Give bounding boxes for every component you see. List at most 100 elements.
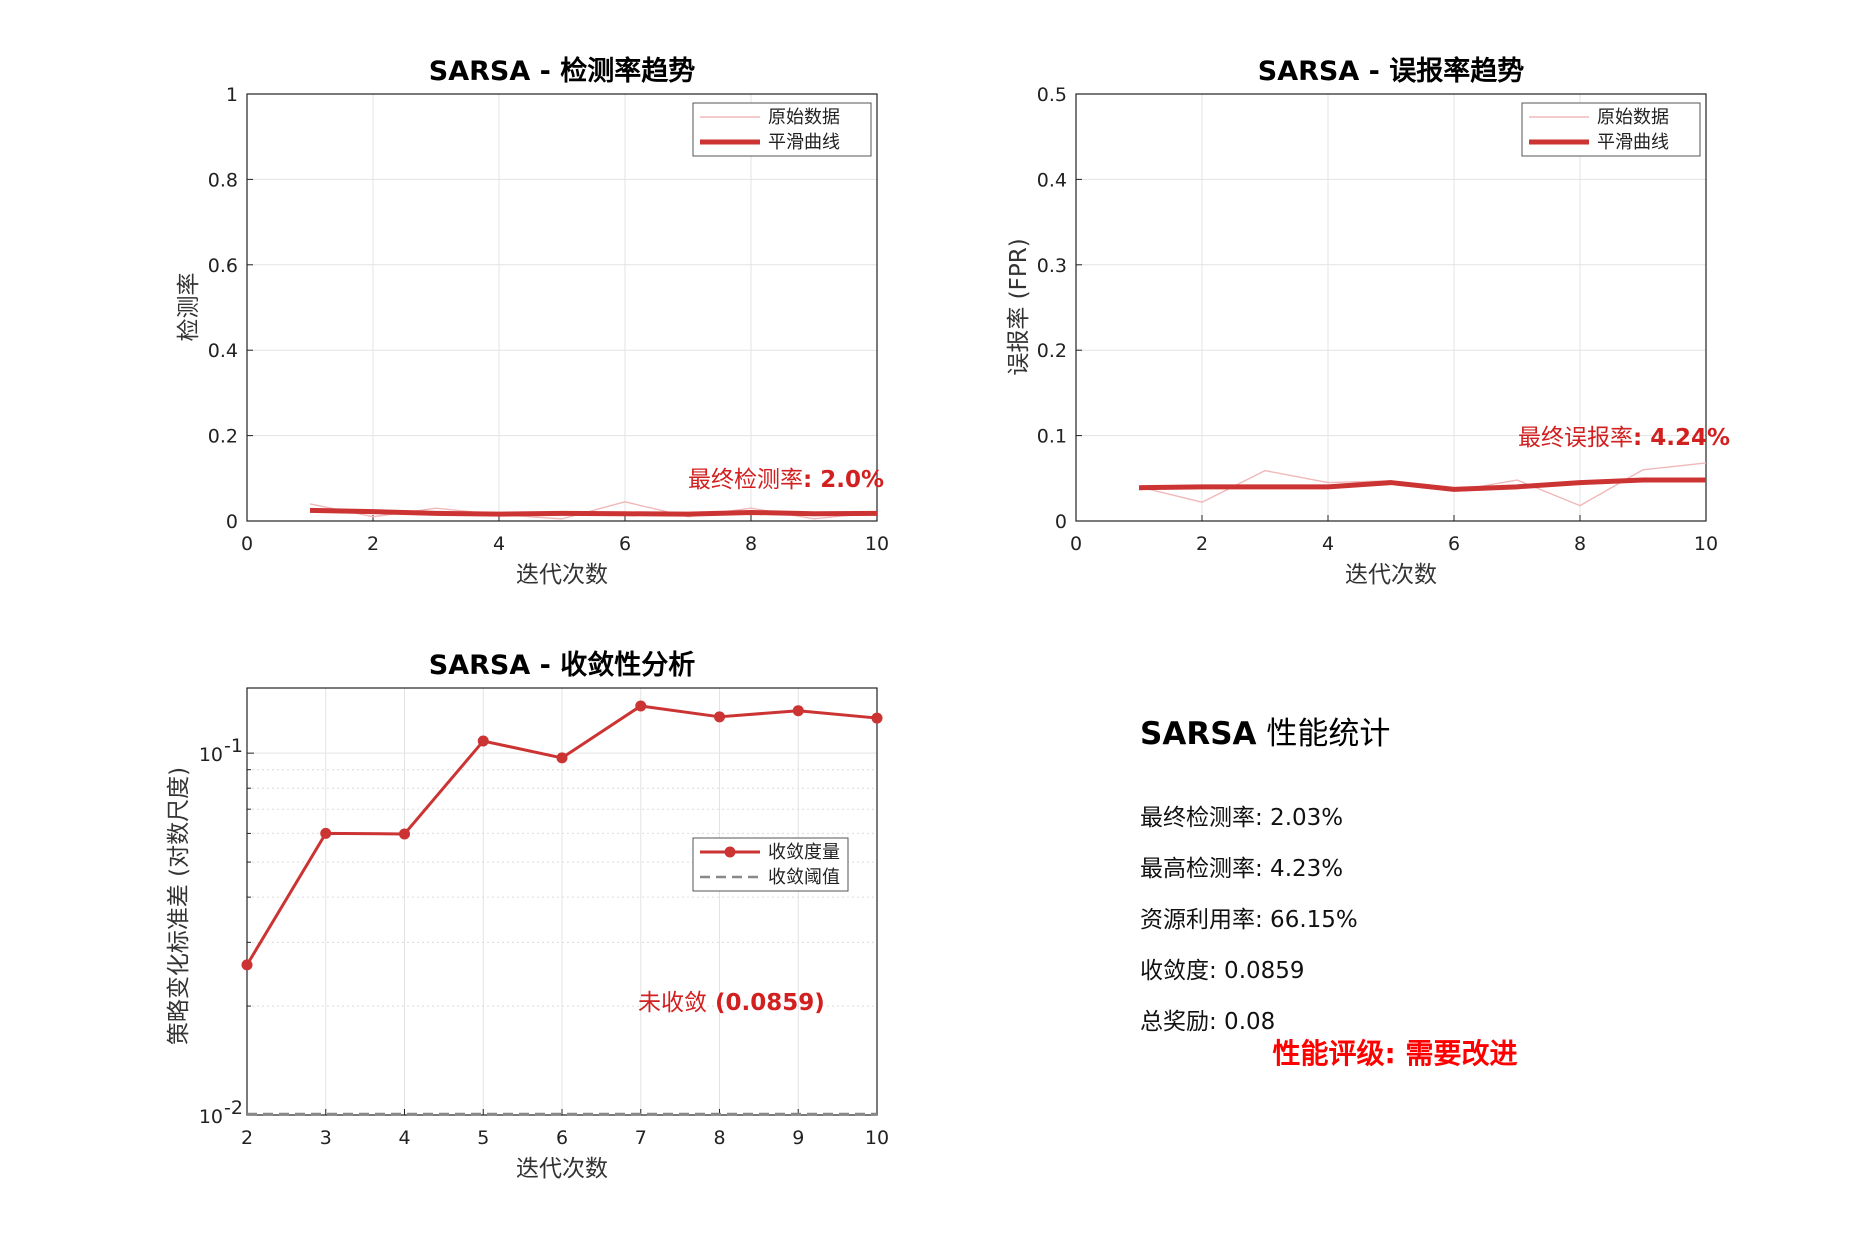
x-tick-label: 0: [241, 533, 253, 555]
y-tick-label: 0.4: [208, 340, 238, 362]
chart2-grid: [1075, 93, 1707, 522]
stat-value: : 0.08: [1209, 1009, 1275, 1035]
chart2-annotation: 最终误报率: 4.24%: [1518, 425, 1730, 451]
chart3-legend: 收敛度量 收敛阈值: [692, 837, 849, 892]
y-tick-label-base: 10: [199, 1106, 223, 1128]
chart1-legend-label-raw: 原始数据: [768, 107, 840, 128]
chart3-x-ticks: 2 3 4 5 6 7 8 9 10: [241, 1109, 889, 1149]
y-tick-label: 0.4: [1037, 169, 1067, 191]
x-tick-label: 5: [477, 1127, 489, 1149]
x-tick-label: 4: [493, 533, 505, 555]
y-tick-label: 0.3: [1037, 255, 1067, 277]
chart3-y-label: 策略变化标准差 (对数尺度): [166, 767, 192, 1045]
stat-label: 最高检测率: [1140, 856, 1255, 882]
chart3-grid: [246, 688, 878, 1116]
chart3-legend-label-metric: 收敛度量: [768, 842, 840, 863]
y-tick-label: 0.1: [1037, 426, 1067, 448]
chart3-legend-box: [692, 837, 849, 892]
stat-line: 收敛度: 0.0859: [1140, 958, 1305, 984]
y-tick-label: 1: [226, 84, 238, 106]
x-tick-label: 0: [1070, 533, 1082, 555]
chart2-legend: 原始数据 平滑曲线: [1521, 102, 1701, 157]
x-tick-label: 8: [713, 1127, 725, 1149]
chart1-legend-box: [692, 102, 872, 157]
chart2-title: SARSA - 误报率趋势: [1258, 55, 1524, 87]
chart2-lines: [1138, 462, 1707, 507]
convergence-point: [399, 828, 410, 840]
chart1-title: SARSA - 检测率趋势: [429, 55, 695, 87]
stat-label: 最终检测率: [1140, 805, 1255, 831]
convergence-point: [871, 712, 883, 724]
convergence-point: [477, 735, 489, 747]
convergence-point: [241, 959, 253, 971]
x-tick-label: 2: [1196, 533, 1208, 555]
x-tick-label: 8: [745, 533, 757, 555]
stat-line: 总奖励: 0.08: [1140, 1009, 1275, 1035]
chart2-legend-box: [1521, 102, 1701, 157]
stat-line: 最终检测率: 2.03%: [1140, 805, 1343, 831]
y-tick-label: 0: [1055, 511, 1067, 533]
chart1-y-ticks: 0 0.2 0.4 0.6 0.8 1: [208, 84, 253, 533]
chart1-legend-label-smooth: 平滑曲线: [768, 132, 840, 153]
chart1-x-ticks: 0 2 4 6 8 10: [241, 515, 889, 555]
chart2-legend-label-smooth: 平滑曲线: [1597, 132, 1669, 153]
chart2-y-label: 误报率 (FPR): [1006, 238, 1032, 375]
stat-label: 收敛度: [1140, 958, 1209, 984]
x-tick-label: 4: [1322, 533, 1334, 555]
stats-panel: SARSA 性能统计 最终检测率: 2.03%最高检测率: 4.23%资源利用率…: [1140, 716, 1517, 1070]
y-tick-label: 0.8: [208, 169, 238, 191]
smooth-curve-line: [309, 507, 878, 517]
y-tick-label: 0.2: [208, 426, 238, 448]
stat-value: : 66.15%: [1255, 907, 1358, 933]
chart1-lines: [309, 501, 878, 520]
detection-rate-chart: 0 2 4 6 8 10 0 0.2 0.4 0.6 0.8 1 SARSA - 检测率趋势 迭代次…: [176, 55, 889, 588]
chart3-y-ticks: 10-110-2: [199, 735, 254, 1128]
chart1-legend: 原始数据 平滑曲线: [692, 102, 872, 157]
stat-value: : 0.0859: [1209, 958, 1305, 984]
chart2-x-ticks: 0 2 4 6 8 10: [1070, 515, 1718, 555]
stats-title: SARSA 性能统计: [1140, 716, 1390, 752]
chart1-grid: [246, 93, 878, 522]
smooth-curve-line: [1138, 477, 1706, 492]
false-positive-rate-chart: 0 2 4 6 8 10 0 0.1 0.2 0.3 0.4 0.5 SARSA - 误报率趋势 迭…: [1006, 55, 1730, 588]
y-tick-label: 0.2: [1037, 340, 1067, 362]
y-tick-label-exponent: -1: [224, 735, 243, 757]
x-tick-label: 6: [1448, 533, 1460, 555]
stat-label: 总奖励: [1140, 1009, 1209, 1035]
stat-line: 资源利用率: 66.15%: [1140, 907, 1358, 933]
chart1-annotation: 最终检测率: 2.0%: [688, 467, 884, 493]
y-tick-label-exponent: -2: [224, 1097, 243, 1119]
x-tick-label: 10: [1694, 533, 1718, 555]
chart2-x-label: 迭代次数: [1345, 562, 1437, 588]
convergence-point: [792, 705, 804, 717]
chart3-lines: [241, 700, 883, 1116]
chart2-legend-label-raw: 原始数据: [1597, 107, 1669, 128]
stat-value: : 2.03%: [1255, 805, 1343, 831]
convergence-chart: 2 3 4 5 6 7 8 9 10 10-110-2 SARSA - 收敛性分析 迭代次数 策…: [166, 649, 889, 1182]
y-tick-label-base: 10: [199, 744, 223, 766]
stat-value: : 4.23%: [1255, 856, 1343, 882]
chart3-legend-label-threshold: 收敛阈值: [768, 867, 840, 888]
convergence-point: [556, 752, 568, 764]
chart3-legend-marker: [724, 846, 736, 858]
x-tick-label: 10: [865, 1127, 889, 1149]
x-tick-label: 8: [1574, 533, 1586, 555]
chart3-x-label: 迭代次数: [516, 1156, 608, 1182]
stats-lines: 最终检测率: 2.03%最高检测率: 4.23%资源利用率: 66.15%收敛度…: [1140, 805, 1358, 1035]
x-tick-label: 6: [556, 1127, 568, 1149]
stat-label: 资源利用率: [1140, 907, 1255, 933]
chart1-x-label: 迭代次数: [516, 562, 608, 588]
chart3-annotation: 未收敛 (0.0859): [638, 990, 825, 1016]
chart1-plot-area: [246, 93, 878, 522]
convergence-point: [714, 711, 725, 723]
x-tick-label: 2: [241, 1127, 253, 1149]
performance-rating: 性能评级: 需要改进: [1273, 1037, 1518, 1070]
x-tick-label: 2: [367, 533, 379, 555]
y-tick-label: 0: [226, 511, 238, 533]
x-tick-label: 10: [865, 533, 889, 555]
chart2-plot-area: [1075, 93, 1707, 522]
y-tick-label: 0.6: [208, 255, 238, 277]
y-tick-label: 0.5: [1037, 84, 1067, 106]
chart1-y-label: 检测率: [176, 273, 202, 342]
